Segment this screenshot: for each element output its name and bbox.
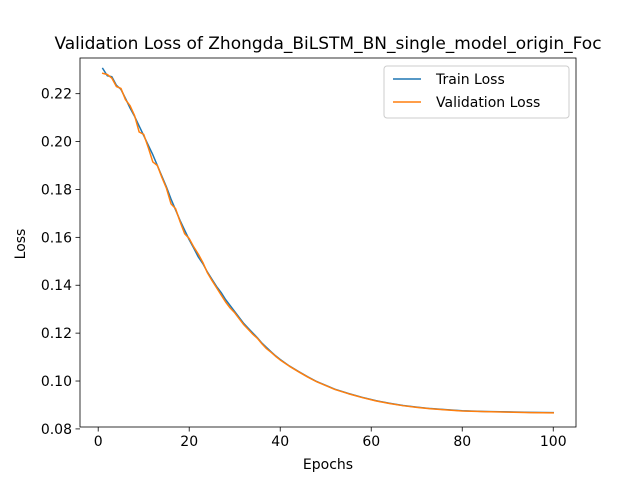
- plot-area: 0 20 40 60 80 100 0.08 0.10 0.12 0.14 0.16 0.18 0.20…: [41, 57, 577, 450]
- series-line-validation-loss: [101, 72, 555, 414]
- x-tick-label: 0: [94, 434, 103, 450]
- y-tick-label: 0.14: [41, 278, 72, 294]
- legend-label: Train Loss: [435, 72, 505, 88]
- y-tick-label: 0.22: [41, 87, 72, 103]
- y-tick-label: 0.18: [41, 182, 72, 198]
- y-tick-label: 0.12: [41, 326, 72, 342]
- y-tick-label: 0.20: [41, 135, 72, 151]
- x-tick-label: 60: [362, 434, 380, 450]
- legend-label: Validation Loss: [436, 95, 540, 111]
- x-tick-label: 80: [453, 434, 471, 450]
- y-tick-label: 0.10: [41, 374, 72, 390]
- x-tick-label: 100: [540, 434, 567, 450]
- y-tick-label: 0.08: [41, 422, 72, 438]
- x-axis-label: Epochs: [303, 457, 353, 473]
- y-tick-label: 0.16: [41, 230, 72, 246]
- x-tick-label: 40: [271, 434, 289, 450]
- axes-frame: [79, 57, 577, 428]
- legend-box: [383, 65, 570, 119]
- y-axis-label: Loss: [13, 229, 29, 260]
- chart-title: Validation Loss of Zhongda_BiLSTM_BN_sin…: [54, 34, 601, 54]
- x-tick-label: 20: [180, 434, 198, 450]
